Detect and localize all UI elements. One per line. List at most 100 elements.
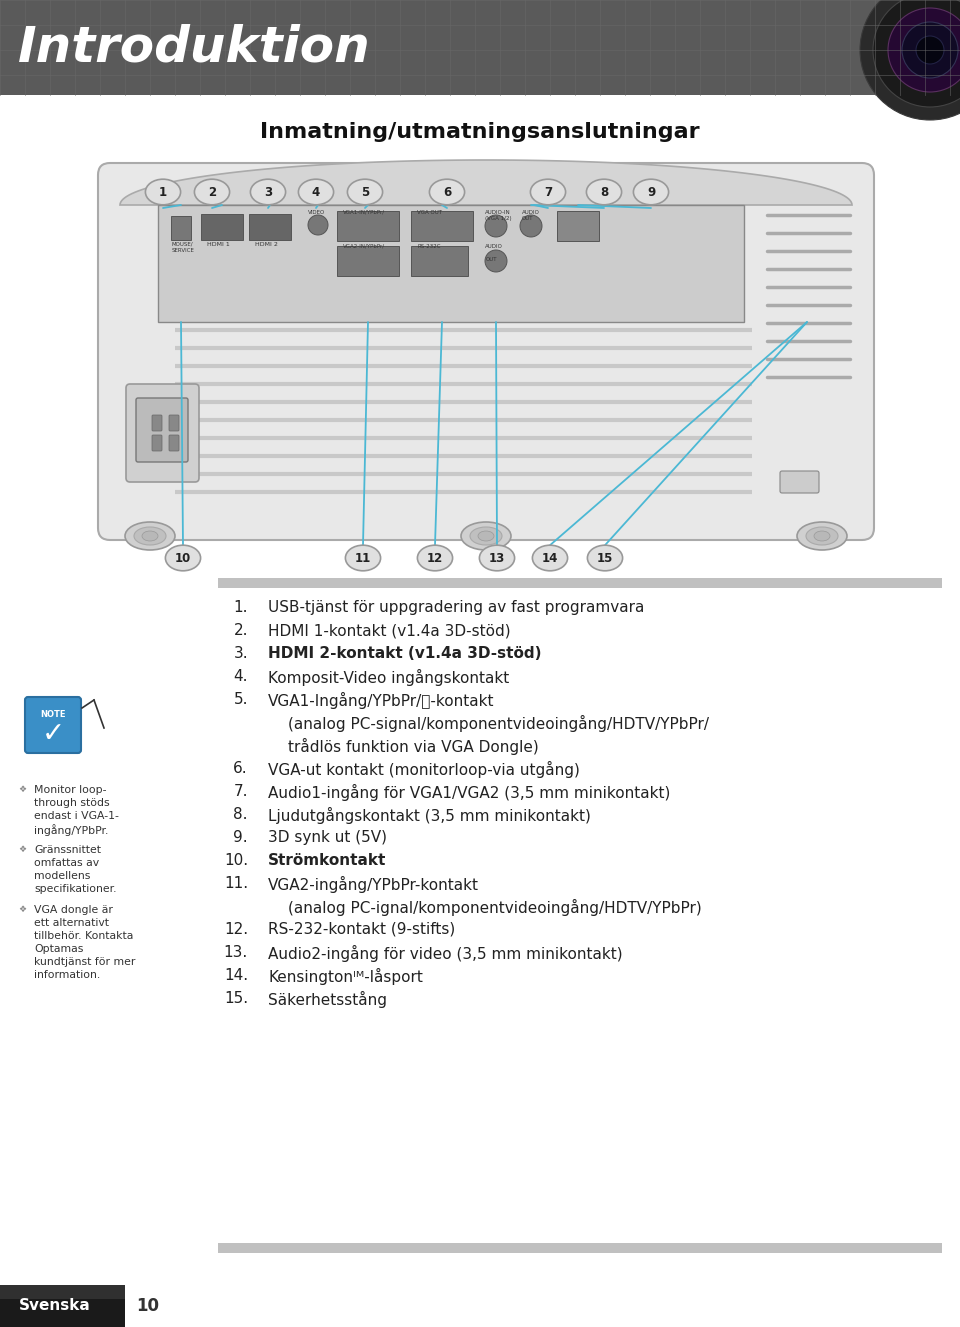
Text: USB-tjänst för uppgradering av fast programvara: USB-tjänst för uppgradering av fast prog… [268,600,644,614]
Ellipse shape [125,522,175,549]
Text: kundtjänst för mer: kundtjänst för mer [34,957,135,967]
Circle shape [873,0,960,107]
Text: RS-232-kontakt (9-stifts): RS-232-kontakt (9-stifts) [268,922,455,937]
Text: 5.: 5. [233,691,248,707]
FancyBboxPatch shape [218,1243,942,1253]
Text: 7: 7 [544,186,552,199]
FancyBboxPatch shape [557,211,599,242]
Text: AUDIO-IN
(VGA 1/2): AUDIO-IN (VGA 1/2) [485,210,512,220]
FancyBboxPatch shape [152,435,162,451]
Text: 8.: 8. [233,807,248,821]
Text: ❖: ❖ [18,786,26,794]
Text: Strömkontakt: Strömkontakt [268,853,386,868]
Text: 13: 13 [489,552,505,564]
Text: Svenska: Svenska [19,1299,91,1314]
Ellipse shape [299,179,334,204]
Text: 2.: 2. [233,622,248,638]
Polygon shape [120,161,852,204]
Text: specifikationer.: specifikationer. [34,884,116,894]
Text: 3.: 3. [233,646,248,661]
FancyBboxPatch shape [25,697,81,752]
Text: 1: 1 [159,186,167,199]
Text: 11: 11 [355,552,372,564]
Circle shape [308,215,328,235]
Text: Optamas: Optamas [34,943,84,954]
Text: MOUSE/
SERVICE: MOUSE/ SERVICE [172,242,195,253]
Ellipse shape [806,527,838,545]
Text: 3: 3 [264,186,272,199]
Ellipse shape [588,545,623,571]
Text: (analog PC-signal/komponentvideoingång/HDTV/YPbPr/: (analog PC-signal/komponentvideoingång/H… [288,715,709,733]
Text: 9: 9 [647,186,655,199]
Text: VGA2-IN/YPbPr/: VGA2-IN/YPbPr/ [343,244,385,249]
Text: 15: 15 [597,552,613,564]
Text: 12.: 12. [224,922,248,937]
FancyBboxPatch shape [780,471,819,494]
Circle shape [520,215,542,238]
Text: VGA1-Ingång/YPbPr/Ⓣ-kontakt: VGA1-Ingång/YPbPr/Ⓣ-kontakt [268,691,494,709]
Text: HDMI 1: HDMI 1 [207,242,229,247]
FancyBboxPatch shape [0,1285,125,1327]
Ellipse shape [587,179,622,204]
Text: 8: 8 [600,186,608,199]
Text: 7.: 7. [233,784,248,799]
Text: VIDEO: VIDEO [308,210,325,215]
Text: 6: 6 [443,186,451,199]
Text: 4.: 4. [233,669,248,683]
Text: ❖: ❖ [18,905,26,914]
Circle shape [916,36,944,64]
Text: VGA1-IN/YPbPr/: VGA1-IN/YPbPr/ [343,210,385,215]
Text: through stöds: through stöds [34,798,109,808]
Text: tillbehör. Kontakta: tillbehör. Kontakta [34,932,133,941]
Text: 6.: 6. [233,760,248,776]
FancyBboxPatch shape [136,398,188,462]
Text: VGA dongle är: VGA dongle är [34,905,113,916]
Ellipse shape [634,179,668,204]
Text: Komposit-Video ingångskontakt: Komposit-Video ingångskontakt [268,669,509,686]
FancyBboxPatch shape [0,1285,125,1299]
FancyBboxPatch shape [201,214,243,240]
Ellipse shape [346,545,380,571]
FancyBboxPatch shape [169,415,179,431]
Text: omfattas av: omfattas av [34,859,99,868]
FancyBboxPatch shape [218,579,942,588]
Circle shape [485,249,507,272]
Ellipse shape [479,545,515,571]
Ellipse shape [194,179,229,204]
Ellipse shape [470,527,502,545]
Text: 3D synk ut (5V): 3D synk ut (5V) [268,829,387,845]
Polygon shape [125,1285,140,1327]
Circle shape [485,215,507,238]
Ellipse shape [145,179,180,204]
Text: Inmatning/utmatningsanslutningar: Inmatning/utmatningsanslutningar [260,122,700,142]
FancyBboxPatch shape [411,211,473,242]
Circle shape [860,0,960,119]
FancyBboxPatch shape [411,245,468,276]
FancyBboxPatch shape [152,415,162,431]
Ellipse shape [142,531,158,541]
FancyBboxPatch shape [337,211,399,242]
Text: trådlös funktion via VGA Dongle): trådlös funktion via VGA Dongle) [288,738,539,755]
Text: HDMI 2: HDMI 2 [255,242,277,247]
Circle shape [888,8,960,92]
Ellipse shape [797,522,847,549]
Text: Audio1-ingång för VGA1/VGA2 (3,5 mm minikontakt): Audio1-ingång för VGA1/VGA2 (3,5 mm mini… [268,784,670,802]
Text: modellens: modellens [34,871,90,881]
Text: 13.: 13. [224,945,248,959]
Text: Säkerhetsstång: Säkerhetsstång [268,991,387,1009]
Text: ett alternativt: ett alternativt [34,918,109,928]
Ellipse shape [461,522,511,549]
Text: HDMI 1-kontakt (v1.4a 3D-stöd): HDMI 1-kontakt (v1.4a 3D-stöd) [268,622,511,638]
FancyBboxPatch shape [98,163,874,540]
Text: VGA-ut kontakt (monitorloop-via utgång): VGA-ut kontakt (monitorloop-via utgång) [268,760,580,778]
Text: 4: 4 [312,186,320,199]
Ellipse shape [348,179,383,204]
Text: 1.: 1. [233,600,248,614]
Text: 12: 12 [427,552,444,564]
Text: 2: 2 [208,186,216,199]
Text: 14: 14 [541,552,558,564]
Text: NOTE: NOTE [40,710,65,719]
FancyBboxPatch shape [337,245,399,276]
Text: Gränssnittet: Gränssnittet [34,845,101,855]
Text: Introduktion: Introduktion [18,24,371,72]
